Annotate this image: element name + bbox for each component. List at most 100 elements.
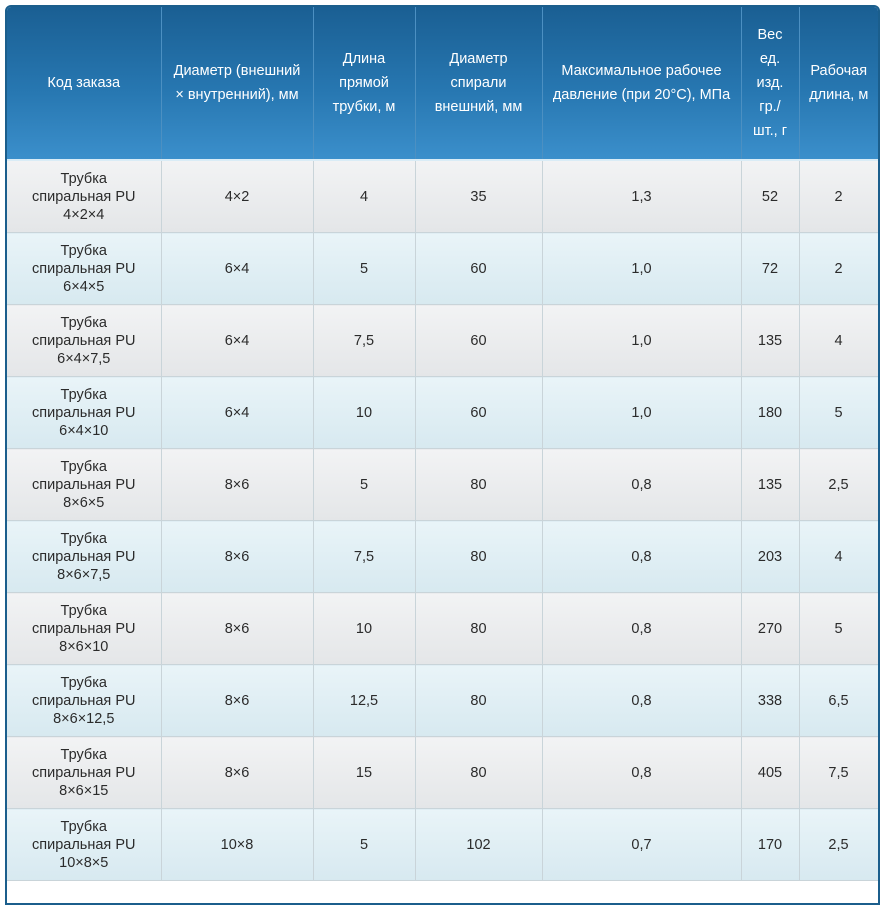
header-row: Код заказа Диаметр (внешний × внутренний… xyxy=(7,7,878,161)
spec-table: Код заказа Диаметр (внешний × внутренний… xyxy=(7,7,878,881)
cell-max-pressure: 0,8 xyxy=(541,736,742,809)
cell-weight: 52 xyxy=(740,159,800,233)
cell-straight-length: 7,5 xyxy=(312,304,416,377)
order-code-line: 8×6×5 xyxy=(63,494,105,511)
cell-max-pressure: 0,8 xyxy=(541,592,742,665)
cell-working-length: 2,5 xyxy=(798,808,878,881)
cell-spiral-diameter: 80 xyxy=(414,520,543,593)
cell-straight-length: 10 xyxy=(312,592,416,665)
cell-max-pressure: 0,8 xyxy=(541,448,742,521)
cell-straight-length: 5 xyxy=(312,808,416,881)
table-header: Код заказа Диаметр (внешний × внутренний… xyxy=(7,7,878,161)
order-code-line: Трубка xyxy=(60,314,107,331)
table-row: Трубка спиральная PU 8×6×7,5 8×6 7,5 80 0,8 203… xyxy=(7,520,878,593)
cell-spiral-diameter: 60 xyxy=(414,304,543,377)
cell-straight-length: 7,5 xyxy=(312,520,416,593)
order-code-line: спиральная PU xyxy=(32,764,136,781)
cell-max-pressure: 0,8 xyxy=(541,520,742,593)
cell-spiral-diameter: 80 xyxy=(414,664,543,737)
cell-weight: 203 xyxy=(740,520,800,593)
cell-max-pressure: 1,0 xyxy=(541,304,742,377)
cell-working-length: 6,5 xyxy=(798,664,878,737)
header-weight: Вес ед. изд. гр./ шт., г xyxy=(740,7,799,161)
cell-straight-length: 15 xyxy=(312,736,416,809)
cell-max-pressure: 0,8 xyxy=(541,664,742,737)
cell-straight-length: 4 xyxy=(312,159,416,233)
cell-straight-length: 5 xyxy=(312,448,416,521)
cell-spiral-diameter: 102 xyxy=(414,808,543,881)
order-code-line: спиральная PU xyxy=(32,692,136,709)
cell-working-length: 5 xyxy=(798,592,878,665)
order-code-line: Трубка xyxy=(60,818,107,835)
header-spiral-diameter: Диаметр спирали внешний, мм xyxy=(414,7,542,161)
order-code-line: Трубка xyxy=(60,602,107,619)
cell-diameter: 4×2 xyxy=(160,159,314,233)
cell-spiral-diameter: 60 xyxy=(414,232,543,305)
cell-diameter: 10×8 xyxy=(160,808,314,881)
order-code-line: спиральная PU xyxy=(32,476,136,493)
cell-max-pressure: 0,7 xyxy=(541,808,742,881)
cell-working-length: 2 xyxy=(798,159,878,233)
order-code-line: 8×6×15 xyxy=(59,782,109,799)
table-row: Трубка спиральная PU 10×8×5 10×8 5 102 0,7 170 2… xyxy=(7,808,878,881)
order-code-line: Трубка xyxy=(60,746,107,763)
order-code-line: 8×6×7,5 xyxy=(57,566,111,583)
table-row: Трубка спиральная PU 8×6×10 8×6 10 80 0,8 270 5 xyxy=(7,592,878,665)
cell-diameter: 6×4 xyxy=(160,232,314,305)
cell-order-code: Трубка спиральная PU 8×6×15 xyxy=(7,736,162,809)
cell-working-length: 4 xyxy=(798,304,878,377)
order-code-line: Трубка xyxy=(60,530,107,547)
table-row: Трубка спиральная PU 4×2×4 4×2 4 35 1,3 52 2 xyxy=(7,159,878,233)
cell-diameter: 8×6 xyxy=(160,664,314,737)
cell-order-code: Трубка спиральная PU 4×2×4 xyxy=(7,159,162,233)
cell-diameter: 8×6 xyxy=(160,520,314,593)
cell-order-code: Трубка спиральная PU 8×6×5 xyxy=(7,448,162,521)
order-code-line: спиральная PU xyxy=(32,332,136,349)
cell-weight: 170 xyxy=(740,808,800,881)
table-body: Трубка спиральная PU 4×2×4 4×2 4 35 1,3 52 2 Труб… xyxy=(7,159,878,881)
table-row: Трубка спиральная PU 6×4×5 6×4 5 60 1,0 72 2 xyxy=(7,232,878,305)
cell-weight: 72 xyxy=(740,232,800,305)
cell-order-code: Трубка спиральная PU 6×4×7,5 xyxy=(7,304,162,377)
cell-order-code: Трубка спиральная PU 6×4×5 xyxy=(7,232,162,305)
cell-weight: 180 xyxy=(740,376,800,449)
header-max-pressure: Максимальное рабочее давление (при 20°С)… xyxy=(541,7,741,161)
cell-weight: 338 xyxy=(740,664,800,737)
order-code-line: 6×4×10 xyxy=(59,422,109,439)
header-straight-length: Длина прямой трубки, м xyxy=(312,7,415,161)
table-row: Трубка спиральная PU 8×6×15 8×6 15 80 0,8 405 7,… xyxy=(7,736,878,809)
table-row: Трубка спиральная PU 8×6×12,5 8×6 12,5 80 0,8 3… xyxy=(7,664,878,737)
cell-spiral-diameter: 80 xyxy=(414,736,543,809)
cell-weight: 270 xyxy=(740,592,800,665)
cell-spiral-diameter: 80 xyxy=(414,448,543,521)
header-diameter: Диаметр (внешний × внутренний), мм xyxy=(160,7,313,161)
cell-straight-length: 5 xyxy=(312,232,416,305)
order-code-line: 6×4×7,5 xyxy=(57,350,111,367)
cell-diameter: 8×6 xyxy=(160,448,314,521)
cell-order-code: Трубка спиральная PU 8×6×7,5 xyxy=(7,520,162,593)
order-code-line: спиральная PU xyxy=(32,260,136,277)
table-row: Трубка спиральная PU 6×4×7,5 6×4 7,5 60 1,0 135… xyxy=(7,304,878,377)
cell-weight: 135 xyxy=(740,304,800,377)
cell-max-pressure: 1,0 xyxy=(541,232,742,305)
cell-order-code: Трубка спиральная PU 10×8×5 xyxy=(7,808,162,881)
order-code-line: 4×2×4 xyxy=(63,206,105,223)
cell-working-length: 5 xyxy=(798,376,878,449)
header-order-code: Код заказа xyxy=(7,7,161,161)
cell-order-code: Трубка спиральная PU 8×6×10 xyxy=(7,592,162,665)
cell-order-code: Трубка спиральная PU 8×6×12,5 xyxy=(7,664,162,737)
order-code-line: спиральная PU xyxy=(32,836,136,853)
cell-diameter: 8×6 xyxy=(160,592,314,665)
table-row: Трубка спиральная PU 8×6×5 8×6 5 80 0,8 135 2,5 xyxy=(7,448,878,521)
cell-working-length: 2,5 xyxy=(798,448,878,521)
cell-working-length: 4 xyxy=(798,520,878,593)
order-code-line: Трубка xyxy=(60,170,107,187)
cell-straight-length: 12,5 xyxy=(312,664,416,737)
table-row: Трубка спиральная PU 6×4×10 6×4 10 60 1,0 180 5 xyxy=(7,376,878,449)
order-code-line: Трубка xyxy=(60,242,107,259)
header-working-length: Рабочая длина, м xyxy=(798,7,878,161)
cell-weight: 135 xyxy=(740,448,800,521)
order-code-line: Трубка xyxy=(60,674,107,691)
order-code-line: 10×8×5 xyxy=(59,854,109,871)
cell-spiral-diameter: 80 xyxy=(414,592,543,665)
